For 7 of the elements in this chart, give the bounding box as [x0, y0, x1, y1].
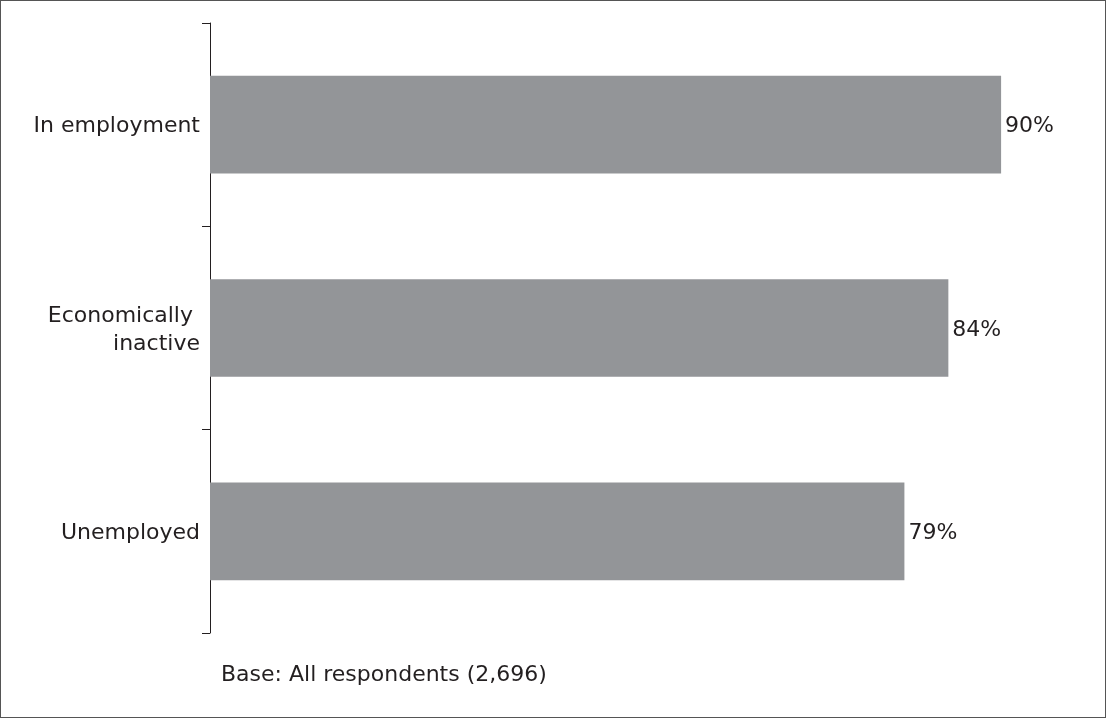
- data-label: 90%: [1005, 112, 1055, 138]
- y-tick-label: In employment: [33, 112, 201, 138]
- y-tick-label: Economically inactive: [47, 301, 200, 355]
- y-tick-label: Unemployed: [60, 518, 200, 544]
- text: Base: All respondents (2,696): [221, 661, 547, 686]
- data-label: 84%: [952, 315, 1002, 341]
- data-label: 79%: [908, 518, 958, 544]
